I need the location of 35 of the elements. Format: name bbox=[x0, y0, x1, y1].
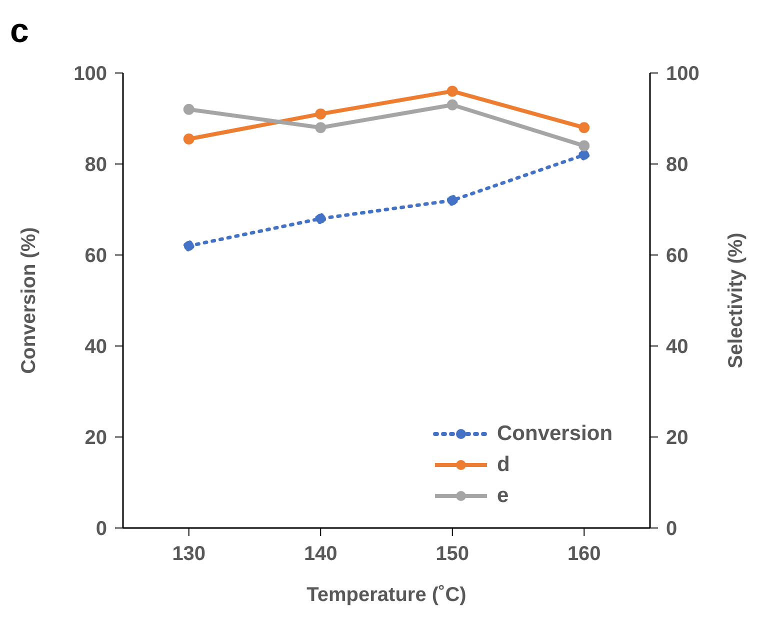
y-tick-label: 80 bbox=[84, 154, 107, 176]
y-tick-label: 0 bbox=[96, 518, 107, 540]
y2-tick-label: 20 bbox=[666, 427, 688, 450]
legend-label: e bbox=[497, 484, 509, 508]
x-axis-title: Temperature (˚C) bbox=[306, 584, 466, 606]
y2-tick-label: 60 bbox=[666, 245, 688, 268]
y2-tick-label: 100 bbox=[666, 63, 700, 86]
point bbox=[315, 108, 326, 120]
point bbox=[578, 122, 590, 134]
point bbox=[183, 240, 194, 252]
point bbox=[446, 194, 458, 206]
point bbox=[446, 99, 458, 110]
point bbox=[446, 86, 458, 97]
y2-axis-title: Selectivity (%) bbox=[725, 232, 748, 368]
point bbox=[578, 140, 590, 152]
point bbox=[183, 104, 194, 115]
x-tick-label: 160 bbox=[567, 543, 601, 566]
chart-title: c bbox=[10, 12, 29, 51]
point bbox=[315, 213, 326, 224]
y2-tick-label: 0 bbox=[666, 518, 678, 540]
legend-label: Conversion bbox=[497, 422, 613, 446]
point bbox=[315, 122, 326, 134]
point bbox=[183, 133, 194, 144]
point bbox=[578, 149, 590, 160]
y-tick-label: 40 bbox=[84, 336, 107, 358]
y-tick-label: 100 bbox=[74, 63, 107, 86]
x-tick-label: 140 bbox=[304, 543, 338, 566]
y2-tick-label: 80 bbox=[666, 154, 688, 176]
y2-tick-label: 40 bbox=[666, 336, 688, 358]
y-tick-label: 20 bbox=[84, 427, 107, 450]
legend-label: d bbox=[497, 453, 510, 477]
x-tick-label: 130 bbox=[172, 543, 206, 566]
y-tick-label: 60 bbox=[84, 245, 107, 268]
y-axis-title: Conversion (%) bbox=[18, 227, 40, 374]
x-tick-label: 150 bbox=[436, 543, 470, 566]
